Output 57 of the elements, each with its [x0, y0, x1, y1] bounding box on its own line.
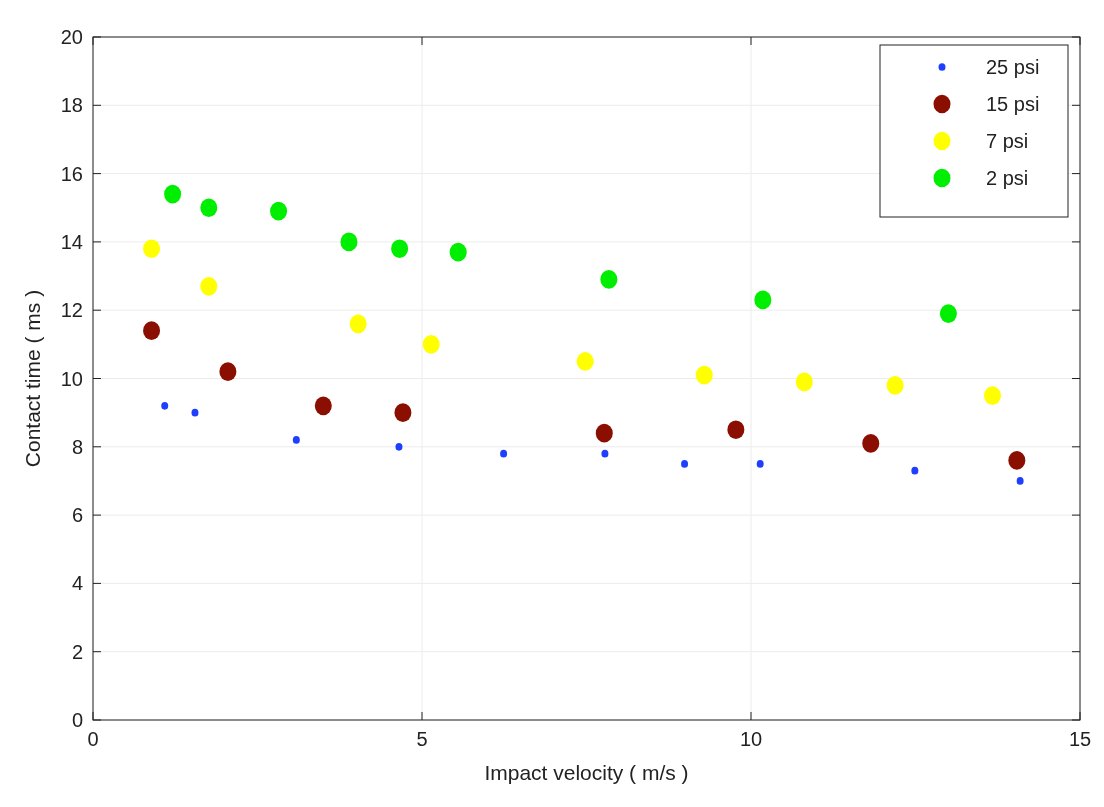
y-tick-label: 16 [60, 162, 83, 185]
point [886, 375, 904, 395]
point [164, 184, 182, 204]
point [727, 420, 745, 440]
point [1008, 451, 1026, 470]
point [161, 401, 169, 410]
point [754, 290, 772, 310]
point [600, 270, 618, 289]
y-tick-label: 8 [71, 435, 83, 458]
y-tick-label: 6 [71, 504, 83, 527]
point [695, 365, 713, 385]
y-tick-label: 4 [71, 572, 83, 595]
point [200, 198, 218, 218]
x-tick-label: 15 [1068, 728, 1092, 750]
point [292, 436, 300, 444]
point [449, 242, 467, 262]
point [395, 442, 403, 451]
point [595, 423, 613, 443]
x-axis-title: Impact velocity ( m/s ) [484, 761, 689, 784]
point [314, 396, 332, 416]
point [681, 460, 689, 468]
point [422, 335, 440, 354]
y-axis-title: Contact time ( ms ) [21, 289, 44, 468]
point [1016, 477, 1024, 485]
y-tick-label: 12 [60, 299, 83, 322]
point [394, 403, 412, 422]
point [795, 372, 813, 392]
point [862, 434, 880, 453]
point [143, 239, 161, 259]
point [191, 408, 199, 417]
point [601, 449, 609, 458]
y-tick-label: 20 [60, 26, 83, 48]
legend-label: 25 psi [986, 56, 1040, 78]
x-tick-label: 0 [87, 728, 99, 750]
x-tick-label: 10 [739, 728, 763, 750]
point [939, 304, 957, 323]
y-tick-label: 0 [71, 709, 83, 731]
point [143, 321, 161, 341]
legend-label: 2 psi [986, 167, 1029, 189]
point [340, 232, 358, 252]
y-tick-label: 18 [60, 94, 83, 117]
point [756, 460, 764, 468]
point [983, 386, 1001, 405]
y-tick-label: 10 [60, 367, 83, 390]
point [270, 201, 288, 221]
point [576, 352, 594, 371]
x-tick-label: 5 [416, 728, 428, 750]
point [349, 314, 367, 334]
y-tick-label: 2 [71, 640, 83, 663]
legend-label: 7 psi [986, 130, 1029, 152]
point [391, 239, 409, 259]
point [200, 276, 218, 296]
point [219, 362, 237, 382]
y-tick-label: 14 [60, 230, 83, 253]
legend-label: 15 psi [986, 93, 1040, 115]
point [500, 449, 508, 458]
point [911, 466, 919, 475]
